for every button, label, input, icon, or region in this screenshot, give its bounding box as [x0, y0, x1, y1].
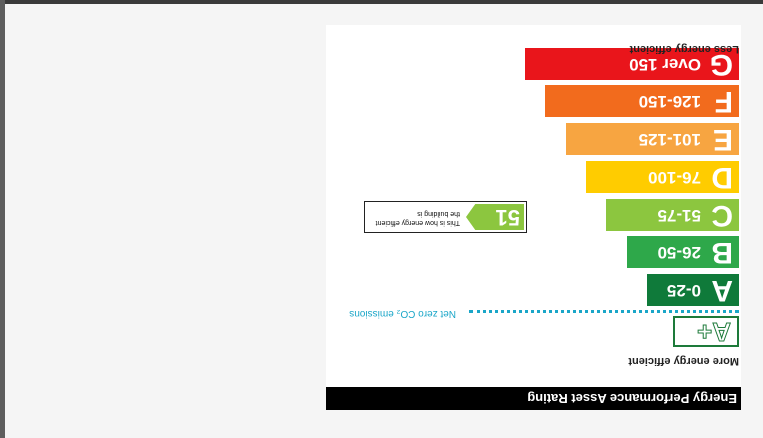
band-letter: F	[714, 85, 733, 119]
band-c: C 51-75	[606, 198, 739, 232]
band-range: 101-125	[638, 130, 701, 150]
band-range: 26-50	[657, 243, 701, 263]
aplus-band: A+	[673, 316, 739, 348]
energy-rating-certificate: Energy Performance Asset Rating More ene…	[326, 25, 741, 410]
current-rating-indicator: 51 This is how energy efficient the buil…	[364, 201, 527, 233]
window-left-border	[0, 0, 5, 438]
net-zero-label: Net zero CO₂ emissions	[349, 308, 456, 319]
less-efficient-label: Less energy efficient	[629, 43, 739, 55]
band-range: Over 150	[629, 54, 701, 74]
band-range: 126-150	[638, 92, 701, 112]
window-top-border	[0, 0, 763, 4]
band-letter: E	[712, 123, 733, 157]
net-zero-dotted-line	[469, 310, 739, 313]
band-letter: C	[711, 198, 733, 232]
band-f: F 126-150	[545, 85, 739, 119]
more-efficient-label: More energy efficient	[628, 355, 739, 367]
band-a: A 0-25	[647, 274, 739, 307]
band-range: 51-75	[657, 205, 701, 225]
band-letter: B	[711, 236, 733, 270]
rating-description: This is how energy efficient the buildin…	[375, 210, 460, 226]
band-range: 0-25	[666, 281, 701, 300]
band-letter: A	[711, 274, 733, 307]
band-letter: D	[711, 160, 733, 194]
band-b: B 26-50	[626, 236, 739, 270]
rating-value: 51	[495, 205, 520, 230]
band-range: 76-100	[648, 167, 701, 187]
band-e: E 101-125	[565, 123, 739, 157]
certificate-title: Energy Performance Asset Rating	[326, 387, 741, 410]
band-d: D 76-100	[586, 160, 739, 194]
